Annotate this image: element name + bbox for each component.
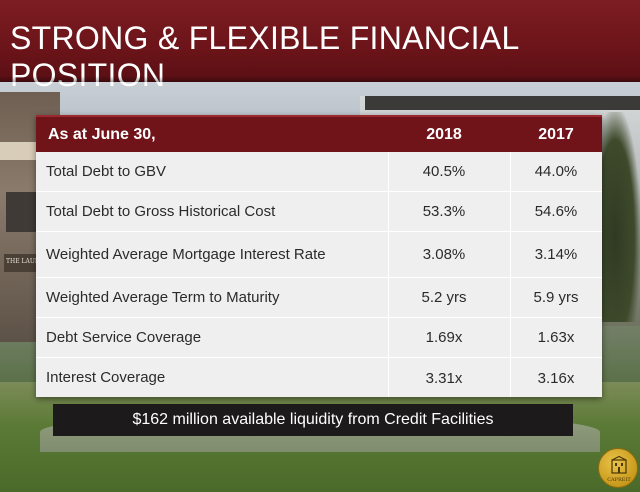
row-value-2018: 40.5% xyxy=(422,163,466,180)
table-row: Total Debt to GBV 40.5% 44.0% xyxy=(36,152,602,192)
table-row: Weighted Average Mortgage Interest Rate … xyxy=(36,232,602,278)
row-value-2017: 1.63x xyxy=(537,329,575,346)
row-value-2018: 1.69x xyxy=(425,329,463,346)
liquidity-banner: $162 million available liquidity from Cr… xyxy=(53,404,573,436)
table-row: Weighted Average Term to Maturity 5.2 yr… xyxy=(36,278,602,318)
building-sign xyxy=(4,254,44,272)
logo-text: CAPREIT xyxy=(607,477,631,483)
building-right-roof xyxy=(365,96,640,110)
row-value-2017: 3.16x xyxy=(537,369,575,387)
building-sign-text: THE LAUR xyxy=(6,258,40,265)
header-2017: 2017 xyxy=(538,126,574,143)
table-row: Interest Coverage 3.31x 3.16x xyxy=(36,358,602,398)
row-value-2017: 54.6% xyxy=(534,203,578,220)
capreit-logo: CAPREIT xyxy=(598,448,638,488)
row-label: Weighted Average Mortgage Interest Rate xyxy=(46,245,326,263)
row-label: Weighted Average Term to Maturity xyxy=(46,288,280,306)
header-label: As at June 30, xyxy=(48,126,156,143)
table-row: Debt Service Coverage 1.69x 1.63x xyxy=(36,318,602,358)
row-value-2018: 3.31x xyxy=(425,369,463,387)
row-label: Total Debt to Gross Historical Cost xyxy=(46,202,276,220)
financial-table: As at June 30, 2018 2017 Total Debt to G… xyxy=(36,115,602,397)
row-label: Interest Coverage xyxy=(46,369,166,386)
row-value-2018: 3.08% xyxy=(422,246,466,263)
row-value-2017: 3.14% xyxy=(534,246,578,263)
column-divider xyxy=(510,152,511,397)
page-title: STRONG & FLEXIBLE FINANCIAL POSITION xyxy=(10,20,519,93)
row-label: Total Debt to GBV xyxy=(46,162,167,180)
building-crest-icon xyxy=(611,456,627,474)
row-value-2018: 5.2 yrs xyxy=(421,289,467,306)
row-value-2017: 44.0% xyxy=(534,163,578,180)
column-divider xyxy=(388,152,389,397)
table-header: As at June 30, 2018 2017 xyxy=(36,115,602,152)
row-label: Debt Service Coverage xyxy=(46,328,202,346)
building-left-window xyxy=(6,192,40,232)
table-row: Total Debt to Gross Historical Cost 53.3… xyxy=(36,192,602,232)
header-2018: 2018 xyxy=(426,126,462,143)
row-value-2017: 5.9 yrs xyxy=(533,289,579,306)
title-band: STRONG & FLEXIBLE FINANCIAL POSITION xyxy=(0,0,640,93)
row-value-2018: 53.3% xyxy=(422,203,466,220)
